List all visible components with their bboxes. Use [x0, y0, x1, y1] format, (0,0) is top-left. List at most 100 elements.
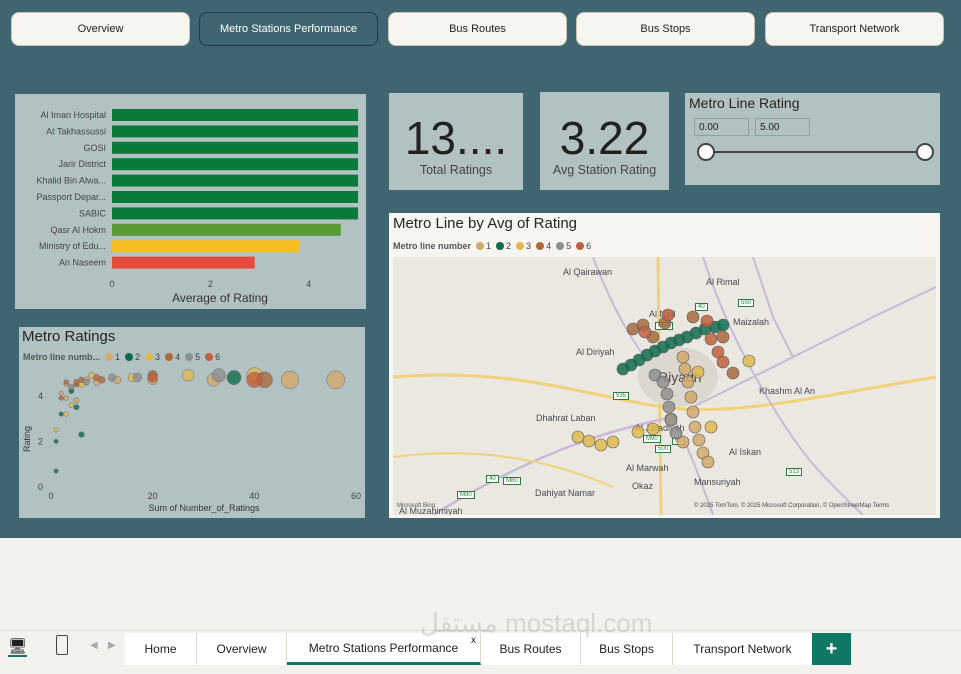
bar[interactable]: [112, 125, 358, 138]
close-tab-icon[interactable]: x: [471, 635, 476, 646]
map-station-marker[interactable]: [638, 325, 652, 339]
map-station-marker[interactable]: [648, 368, 662, 382]
map-station-marker[interactable]: [700, 314, 714, 328]
bar[interactable]: [112, 174, 358, 187]
bar[interactable]: [112, 240, 299, 253]
scatter-point[interactable]: [93, 374, 101, 382]
scatter-point[interactable]: [53, 439, 59, 444]
slicer-max-input[interactable]: 5.00: [755, 118, 810, 136]
add-page-button[interactable]: +: [812, 633, 851, 665]
page-tab-transport-network[interactable]: Transport Network: [673, 633, 813, 665]
scatter-point[interactable]: [63, 411, 69, 417]
map-station-marker[interactable]: [678, 362, 692, 376]
map-station-marker[interactable]: [656, 375, 670, 389]
scatter-point[interactable]: [73, 404, 80, 411]
bar[interactable]: [112, 109, 358, 121]
map-station-marker[interactable]: [711, 345, 725, 359]
scatter-point[interactable]: [73, 379, 80, 386]
map-station-marker[interactable]: [676, 350, 690, 364]
map-station-marker[interactable]: [571, 430, 585, 444]
map-station-marker[interactable]: [684, 390, 698, 404]
map-station-marker[interactable]: [681, 375, 695, 389]
scatter-point[interactable]: [58, 395, 64, 401]
map-station-marker[interactable]: [716, 318, 730, 332]
scatter-point[interactable]: [78, 431, 85, 438]
page-tab-metro-stations-performance[interactable]: Metro Stations Performance x: [287, 633, 481, 665]
scatter-point[interactable]: [63, 379, 69, 385]
scroll-left-icon[interactable]: ◀: [90, 640, 98, 651]
nav-bus-stops-button[interactable]: Bus Stops: [576, 12, 755, 46]
map-station-marker[interactable]: [701, 455, 715, 469]
map-station-marker[interactable]: [606, 435, 620, 449]
bar[interactable]: [112, 256, 255, 269]
map-station-marker[interactable]: [692, 433, 706, 447]
bar[interactable]: [112, 158, 358, 171]
map-station-marker[interactable]: [661, 308, 675, 322]
bar[interactable]: [112, 207, 358, 220]
scatter-point[interactable]: [246, 371, 263, 388]
map-station-marker[interactable]: [646, 422, 660, 436]
map-station-marker[interactable]: [688, 420, 702, 434]
scatter-point[interactable]: [147, 372, 158, 383]
map-station-marker[interactable]: [716, 330, 730, 344]
map-station-marker[interactable]: [686, 310, 700, 324]
scatter-point[interactable]: [211, 368, 226, 383]
map-station-marker[interactable]: [704, 420, 718, 434]
scatter-point[interactable]: [73, 397, 80, 404]
scatter-point[interactable]: [83, 378, 90, 386]
scatter-point[interactable]: [226, 370, 242, 385]
slicer-max-handle[interactable]: [916, 143, 934, 161]
slicer-min-input[interactable]: 0.00: [694, 118, 749, 136]
scatter-point[interactable]: [132, 372, 143, 383]
map-station-marker[interactable]: [664, 413, 678, 427]
map-station-marker[interactable]: [691, 365, 705, 379]
scatter-point[interactable]: [280, 370, 299, 389]
nav-metro-stations-button[interactable]: Metro Stations Performance: [199, 12, 378, 46]
map-station-marker[interactable]: [594, 438, 608, 452]
desktop-view-icon[interactable]: 🖥: [8, 638, 28, 657]
map-markers[interactable]: [393, 257, 936, 515]
page-tab-home[interactable]: Home: [125, 633, 197, 665]
nav-bus-routes-button[interactable]: Bus Routes: [388, 12, 567, 46]
scatter-point[interactable]: [53, 468, 59, 474]
map-station-marker[interactable]: [716, 355, 730, 369]
nav-transport-network-button[interactable]: Transport Network: [765, 12, 944, 46]
map-station-marker[interactable]: [582, 434, 596, 448]
page-tab-bus-routes[interactable]: Bus Routes: [481, 633, 581, 665]
scatter-point[interactable]: [68, 383, 75, 390]
map-station-marker[interactable]: [742, 354, 756, 368]
map-station-marker[interactable]: [662, 400, 676, 414]
page-tab-overview[interactable]: Overview: [197, 633, 287, 665]
map-station-marker[interactable]: [676, 435, 690, 449]
scatter-point[interactable]: [108, 373, 116, 382]
scatter-chart[interactable]: 0 20 40 60 0 2 4 Sum of Number_of_Ratings Rating: [19, 327, 365, 518]
mobile-view-icon[interactable]: [56, 635, 68, 655]
map-station-marker[interactable]: [686, 405, 700, 419]
bar[interactable]: [112, 191, 358, 203]
map-station-marker[interactable]: [660, 387, 674, 401]
page-tab-bus-stops[interactable]: Bus Stops: [581, 633, 673, 665]
map-attribution[interactable]: © 2025 TomTom, © 2025 Microsoft Corporat…: [694, 503, 890, 509]
bar[interactable]: [112, 223, 341, 236]
legend-dot-2: [496, 242, 505, 250]
scatter-point[interactable]: [68, 402, 75, 408]
bar[interactable]: [112, 141, 358, 154]
scatter-point[interactable]: [53, 427, 59, 433]
slicer-min-handle[interactable]: [697, 143, 715, 161]
scroll-right-icon[interactable]: ▶: [108, 640, 116, 651]
map-legend[interactable]: Metro line number 1 2 3 4 5 6: [393, 241, 591, 251]
legend-label-5: 5: [195, 352, 201, 362]
map-station-marker[interactable]: [704, 332, 718, 346]
map-station-marker[interactable]: [669, 426, 683, 440]
map-station-marker[interactable]: [726, 366, 740, 380]
scatter-point[interactable]: [326, 370, 345, 390]
scatter-point[interactable]: [63, 395, 69, 401]
scatter-point[interactable]: [182, 369, 195, 382]
scatter-point[interactable]: [58, 390, 64, 397]
map-station-marker[interactable]: [631, 425, 645, 439]
nav-overview-button[interactable]: Overview: [11, 12, 190, 46]
scatter-legend[interactable]: Metro line numb... 1 2 3 4 5 6: [23, 352, 220, 362]
bar-chart[interactable]: Al Iman Hospital At Takhassussi GOSI Jarir …: [15, 94, 366, 309]
scatter-point[interactable]: [58, 411, 64, 417]
